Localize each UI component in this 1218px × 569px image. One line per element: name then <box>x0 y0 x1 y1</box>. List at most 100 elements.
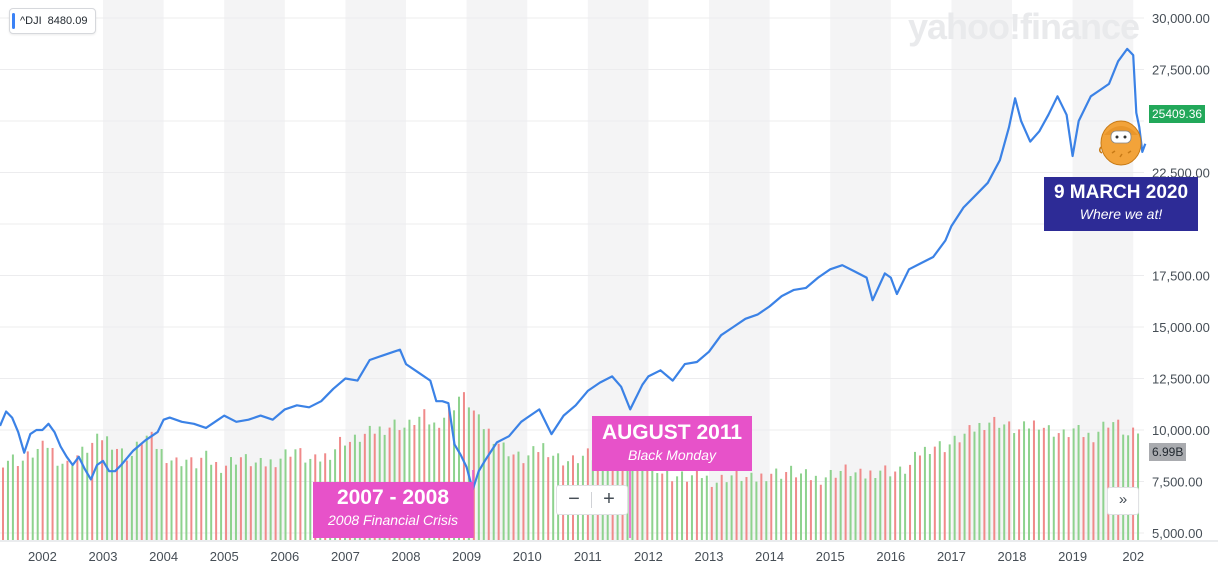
volume-bar <box>230 457 232 540</box>
x-tick-label: 2009 <box>452 549 481 564</box>
volume-bar <box>963 433 966 540</box>
volume-bar <box>636 450 639 540</box>
annotation-title: 9 MARCH 2020 <box>1053 182 1189 203</box>
volume-bar <box>933 446 936 540</box>
y-tick-label: 22,500.00 <box>1152 166 1210 181</box>
x-tick-label: 2002 <box>28 549 57 564</box>
x-tick-label: 2003 <box>89 549 118 564</box>
volume-bar <box>448 407 451 540</box>
volume-bar <box>686 481 688 540</box>
volume-bar <box>750 472 753 540</box>
volume-bar <box>918 455 921 540</box>
volume-bar <box>1112 422 1115 540</box>
volume-bar <box>804 469 807 540</box>
current-price-tag: 25409.36 <box>1149 105 1206 123</box>
volume-bar <box>839 470 842 540</box>
annotation-title: AUGUST 2011 <box>601 421 743 444</box>
volume-bar <box>824 477 827 540</box>
ticker-value: 8480.09 <box>47 15 88 27</box>
volume-bar <box>894 471 897 540</box>
volume-bar <box>1097 431 1100 540</box>
annotation-black-monday: AUGUST 2011 Black Monday <box>592 416 752 471</box>
volume-bar <box>755 481 758 540</box>
mascot-illustration <box>1098 120 1142 166</box>
volume-bar <box>1008 421 1011 540</box>
volume-bar <box>210 464 213 540</box>
zoom-in-button[interactable]: + <box>603 488 615 510</box>
volume-bar <box>1042 427 1045 540</box>
volume-bar <box>661 473 664 540</box>
ticker-legend[interactable]: ^DJI 8480.09 <box>9 8 97 34</box>
volume-bar <box>864 478 867 540</box>
volume-bar <box>547 457 550 540</box>
volume-bar <box>200 457 203 540</box>
volume-bar <box>497 443 500 540</box>
volume-bar <box>1023 421 1026 540</box>
x-tick-label: 2010 <box>513 549 542 564</box>
volume-bar <box>874 478 877 540</box>
volume-bar <box>859 468 862 540</box>
volume-bar <box>190 457 193 540</box>
volume-bar <box>487 428 490 540</box>
volume-bar <box>106 436 109 540</box>
volume-bar <box>1102 421 1105 540</box>
volume-bar <box>943 452 946 540</box>
volume-bar <box>854 472 857 540</box>
yahoo-finance-logo: yahoo!finance <box>908 6 1140 47</box>
volume-bar <box>26 451 29 540</box>
year-band <box>466 0 528 540</box>
volume-bar <box>125 460 128 540</box>
volume-bar <box>71 465 74 540</box>
y-tick-label: 10,000.00 <box>1152 423 1210 438</box>
volume-bar <box>116 448 118 540</box>
volume-bar <box>274 467 277 540</box>
volume-bar <box>6 460 9 540</box>
volume-bar <box>66 460 69 540</box>
x-tick-label: 2014 <box>755 549 784 564</box>
volume-bar <box>234 464 237 540</box>
volume-bar <box>958 442 961 540</box>
volume-bar <box>170 460 173 540</box>
volume-bar <box>740 480 743 540</box>
volume-bar <box>135 441 138 540</box>
x-tick-label: 2015 <box>816 549 845 564</box>
volume-bar <box>1057 433 1060 540</box>
volume-bar <box>1003 424 1006 540</box>
y-tick-label: 7,500.00 <box>1152 475 1203 490</box>
y-tick-label: 15,000.00 <box>1152 320 1210 335</box>
volume-bar <box>834 477 837 540</box>
volume-bar <box>86 452 89 540</box>
zoom-out-button[interactable]: − <box>568 488 580 510</box>
volume-bar <box>884 465 887 540</box>
zoom-controls: − + <box>556 485 628 515</box>
volume-bar <box>462 392 465 540</box>
scroll-forward-button[interactable]: » <box>1107 487 1139 515</box>
volume-bar <box>785 472 788 540</box>
volume-bar <box>249 466 252 540</box>
volume-bar <box>1117 419 1120 540</box>
volume-bar <box>433 422 436 540</box>
volume-bar <box>220 472 223 540</box>
volume-bar <box>904 473 907 540</box>
volume-bar <box>140 444 143 540</box>
y-tick-label: 12,500.00 <box>1152 372 1210 387</box>
volume-bar <box>423 409 426 540</box>
volume-bar <box>765 481 768 540</box>
volume-bar <box>968 425 971 540</box>
volume-bar <box>646 457 649 540</box>
volume-bar <box>46 447 49 540</box>
volume-bar <box>690 475 693 540</box>
volume-bar <box>145 435 148 540</box>
annotation-march-2020: 9 MARCH 2020 Where we at! <box>1044 177 1198 231</box>
y-tick-label: 27,500.00 <box>1152 63 1210 78</box>
volume-bar <box>418 416 421 540</box>
volume-bar <box>259 457 262 540</box>
volume-bar <box>552 455 555 540</box>
x-tick-label: 2005 <box>210 549 239 564</box>
volume-bar <box>111 449 114 540</box>
volume-bar <box>81 446 84 540</box>
x-tick-label: 2018 <box>998 549 1027 564</box>
volume-bar <box>656 473 659 540</box>
volume-bar <box>973 431 976 540</box>
